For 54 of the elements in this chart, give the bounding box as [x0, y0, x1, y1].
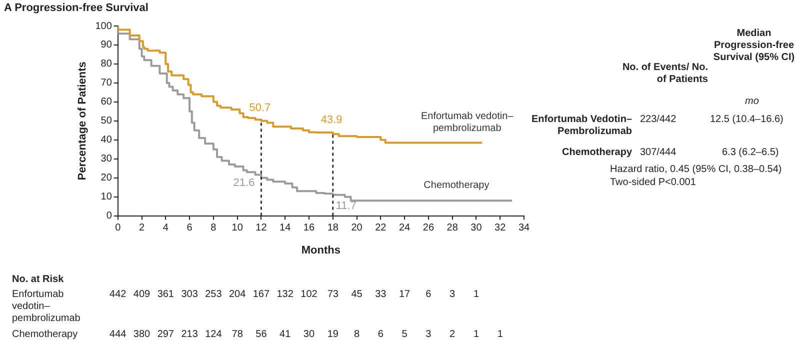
- chart-title: A Progression-free Survival: [4, 2, 148, 14]
- annotation: 43.9: [320, 114, 342, 126]
- x-tick-label: 2: [138, 222, 145, 234]
- x-tick-label: 30: [470, 222, 482, 234]
- y-tick-label: 100: [95, 20, 112, 32]
- text: 442 409 361 303 253 204 167 132 102 73 45 33 17 6 3 1: [110, 289, 479, 300]
- x-tick-label: 32: [494, 222, 506, 234]
- y-tick-label: 70: [100, 78, 112, 89]
- x-tick-label: 28: [446, 222, 458, 234]
- annotation: 21.6: [233, 176, 255, 189]
- text: 12.5 (10.4–16.6): [710, 114, 784, 126]
- x-tick-label: 10: [232, 222, 244, 234]
- y-tick-label: 0: [106, 210, 112, 222]
- x-axis-title: Months: [301, 244, 340, 256]
- annotation: 50.7: [249, 102, 271, 114]
- x-tick-label: 22: [375, 222, 387, 234]
- annotation: 11.7: [336, 200, 356, 212]
- y-tick-label: 20: [100, 172, 112, 184]
- x-tick-label: 12: [256, 222, 268, 234]
- text: 444 380 297 213 124 78 56 41 30 19 8 6 5 3 2 1 1: [110, 329, 503, 340]
- series-label: Enfortumab vedotin–pembrolizumab: [420, 111, 514, 136]
- text: 307/444: [640, 147, 676, 159]
- y-axis-title: Percentage of Patients: [76, 62, 89, 180]
- x-tick-label: 26: [422, 222, 434, 234]
- y-tick-label: 50: [100, 116, 112, 127]
- x-tick-label: 20: [351, 222, 363, 234]
- text: 223/442: [640, 114, 676, 126]
- x-tick-label: 6: [186, 222, 193, 234]
- text: Enfortumab vedotin–pembrolizumab: [12, 289, 82, 325]
- text: No. at Risk: [12, 274, 64, 286]
- y-tick-label: 30: [100, 154, 112, 165]
- y-tick-label: 40: [100, 134, 112, 146]
- x-tick-label: 24: [398, 222, 411, 234]
- text: Enfortumab Vedotin–Pembrolizumab: [530, 114, 632, 138]
- series-label: Chemotherapy: [424, 180, 490, 192]
- text: Chemotherapy: [560, 147, 632, 159]
- y-tick-label: 60: [100, 96, 112, 108]
- x-tick-label: 8: [210, 222, 217, 234]
- text: Median Progression-free Survival (95% CI): [712, 28, 796, 64]
- text: No. of Events/ No. of Patients: [621, 62, 708, 86]
- text: 6.3 (6.2–6.5): [722, 147, 779, 159]
- text: mo: [745, 96, 759, 108]
- x-tick-label: 34: [518, 222, 530, 234]
- y-tick-label: 90: [100, 40, 112, 51]
- x-tick-label: 14: [280, 222, 292, 234]
- text: Hazard ratio, 0.45 (95% CI, 0.38–0.54): [610, 164, 782, 176]
- x-tick-label: 16: [303, 222, 315, 234]
- y-tick-label: 80: [100, 58, 112, 70]
- y-tick-label: 10: [100, 192, 112, 203]
- x-tick-label: 4: [162, 222, 169, 234]
- x-tick-label: 0: [115, 222, 122, 234]
- text: Two-sided P<0.001: [610, 177, 696, 189]
- text: Chemotherapy: [12, 329, 78, 341]
- x-tick-label: 18: [327, 222, 339, 234]
